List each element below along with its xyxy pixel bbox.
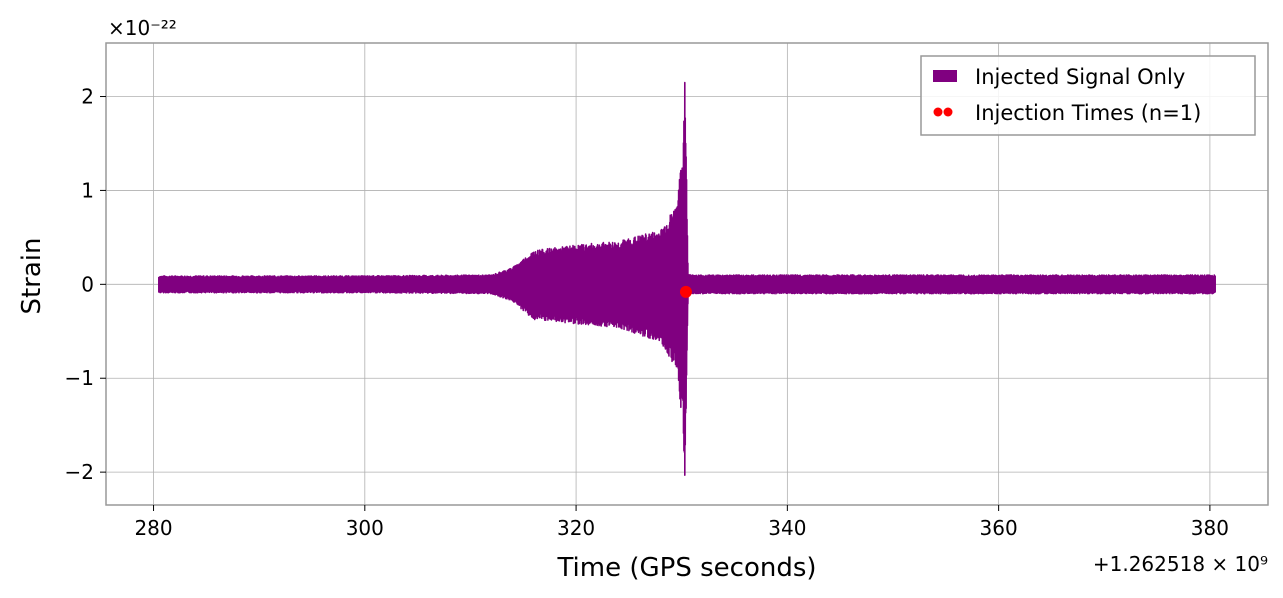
legend-marker-injection — [943, 107, 953, 117]
legend: Injected Signal Only Injection Times (n=… — [920, 55, 1256, 136]
series-layer — [158, 81, 1216, 476]
y-tick-label: 1 — [81, 178, 94, 202]
legend-label-injection: Injection Times (n=1) — [975, 101, 1201, 125]
legend-marker-injection — [933, 107, 943, 117]
x-tick-label: 380 — [1191, 516, 1229, 540]
x-axis-label: Time (GPS seconds) — [556, 553, 816, 583]
legend-swatch-signal — [933, 70, 957, 82]
y-tick-label: −2 — [65, 460, 94, 484]
y-tick-label: 0 — [81, 272, 94, 296]
legend-label-signal: Injected Signal Only — [975, 65, 1185, 89]
injection-point — [679, 285, 692, 298]
y-axis-label: Strain — [17, 237, 47, 314]
x-offset-label: +1.262518 × 10⁹ — [1093, 552, 1268, 576]
x-tick-label: 320 — [557, 516, 595, 540]
y-tick-label: −1 — [65, 366, 94, 390]
y-axis-ticks: −2 −1 0 1 2 — [65, 85, 106, 484]
x-axis-ticks: 280 300 320 340 360 380 — [134, 505, 1229, 540]
x-tick-label: 340 — [768, 516, 806, 540]
x-tick-label: 300 — [346, 516, 384, 540]
y-tick-label: 2 — [81, 85, 94, 109]
x-tick-label: 280 — [134, 516, 172, 540]
signal-line — [158, 81, 1216, 476]
x-tick-label: 360 — [980, 516, 1018, 540]
legend-frame — [920, 55, 1256, 136]
plot-frame — [105, 42, 1269, 506]
y-scale-label: ×10⁻²² — [108, 16, 177, 40]
